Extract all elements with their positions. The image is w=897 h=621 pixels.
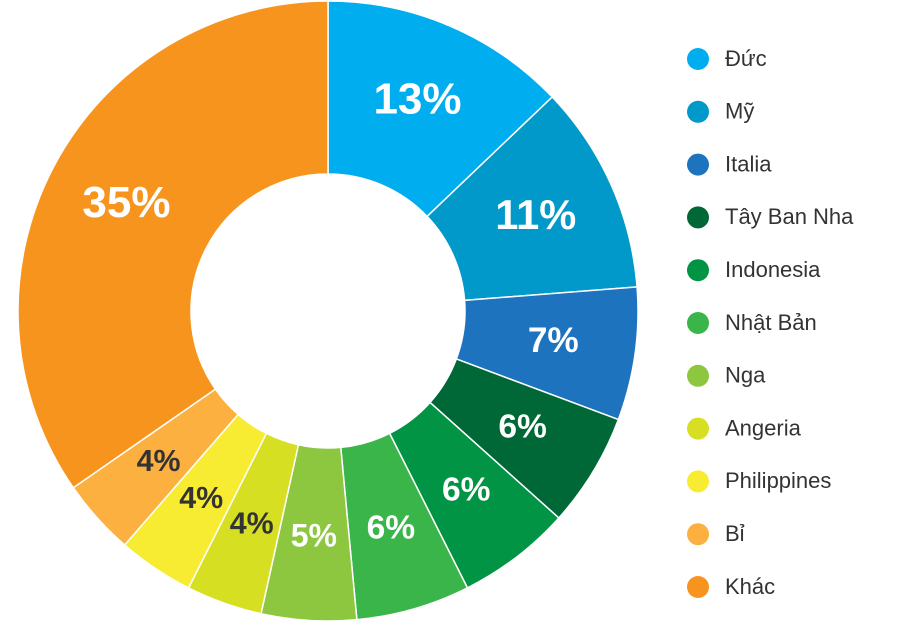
legend-label: Khác [725, 574, 775, 599]
legend-marker [687, 364, 709, 387]
legend-marker [687, 100, 709, 123]
legend-label: Nga [725, 363, 766, 388]
legend-marker [687, 523, 709, 546]
legend-label: Tây Ban Nha [725, 204, 854, 229]
legend-label: Bỉ [725, 521, 745, 546]
value-label: 11% [495, 191, 576, 238]
legend-label: Italia [725, 151, 772, 176]
legend-label: Mỹ [725, 99, 754, 124]
value-label: 13% [373, 74, 461, 123]
legend-marker [687, 48, 709, 70]
value-label: 6% [498, 409, 547, 446]
legend-label: Indonesia [725, 257, 821, 282]
donut-slice [327, 0, 554, 218]
value-label: 4% [230, 506, 274, 540]
legend-marker [687, 259, 709, 282]
legend-label: Đức [725, 46, 767, 71]
legend-marker [687, 206, 709, 229]
value-label: 4% [179, 481, 223, 515]
legend-marker [687, 417, 709, 440]
donut-slice [17, 0, 329, 489]
value-label: 35% [82, 178, 170, 227]
value-label: 4% [137, 444, 181, 478]
legend-label: Nhật Bản [725, 310, 817, 335]
value-label: 5% [291, 518, 337, 554]
donut-slice [426, 95, 638, 302]
value-label: 7% [528, 321, 579, 360]
legend-marker [687, 470, 709, 493]
legend-marker [687, 312, 709, 334]
value-label: 6% [367, 510, 416, 547]
legend-marker [687, 153, 709, 176]
value-label: 6% [442, 472, 491, 509]
legend-label: Philippines [725, 468, 831, 493]
legend-label: Angeria [725, 415, 802, 440]
legend-marker [687, 576, 709, 598]
